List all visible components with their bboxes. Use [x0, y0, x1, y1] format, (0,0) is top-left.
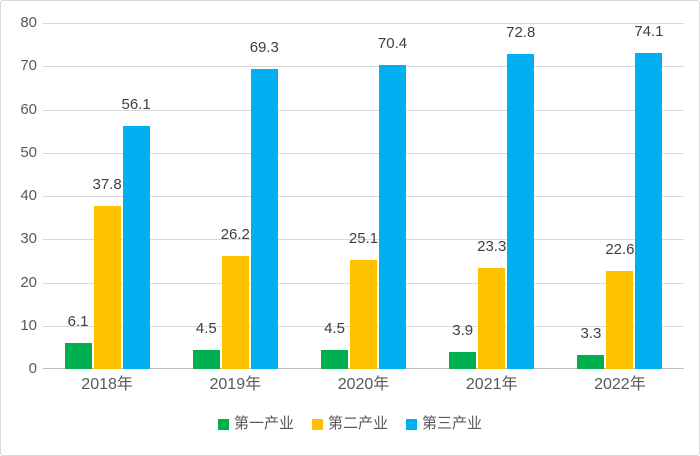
y-tick-label: 40 — [20, 187, 37, 204]
bar-第三产业-2018年 — [122, 126, 150, 369]
bar-第二产业-2020年 — [350, 260, 377, 369]
bar-column: 6.1 — [64, 23, 93, 369]
bar-column: 25.1 — [349, 23, 378, 369]
x-tick-label: 2021年 — [465, 376, 518, 393]
y-tick-label: 10 — [20, 316, 37, 334]
x-tick-label: 2018年 — [81, 376, 133, 393]
x-tick-label: 2019年 — [209, 376, 262, 393]
legend-label: 第三产业 — [422, 415, 483, 432]
bar-group-2018年: 6.1 37.8 56.1 — [43, 23, 171, 369]
bars-area: 6.1 37.8 56.1 4.5 26.2 69.3 4.5 25.1 70.4 3.9 23.3… — [43, 23, 684, 369]
data-label: 72.8 — [506, 24, 536, 42]
data-label: 56.1 — [121, 96, 151, 114]
data-label: 4.5 — [324, 319, 345, 337]
bar-第三产业-2020年 — [379, 64, 406, 369]
legend-swatch-icon — [311, 418, 323, 430]
legend-item-第一产业: 第一产业 — [217, 415, 294, 433]
gridline — [43, 152, 684, 154]
bar-column: 37.8 — [93, 23, 122, 369]
y-tick-label: 30 — [20, 230, 37, 248]
y-tick-label: 80 — [20, 14, 37, 31]
bar-column: 3.9 — [448, 23, 477, 369]
x-tick-label: 2020年 — [337, 376, 390, 393]
x-axis: 2018年 2019年 2020年 2021年 2022年 — [43, 375, 684, 394]
gridline — [43, 66, 684, 68]
bar-group-2021年: 3.9 23.3 72.8 — [428, 23, 556, 369]
bar-第二产业-2018年 — [93, 205, 121, 369]
bar-group-2020年: 4.5 25.1 70.4 — [299, 23, 427, 369]
bar-第一产业-2022年 — [577, 354, 605, 369]
bar-group-2022年: 3.3 22.6 74.1 — [556, 23, 684, 369]
data-label: 23.3 — [477, 238, 507, 256]
plot-area: 6.1 37.8 56.1 4.5 26.2 69.3 4.5 25.1 70.4 3.9 23.3… — [43, 23, 684, 369]
legend: 第一产业 第二产业 第三产业 — [1, 415, 699, 433]
bar-column: 74.1 — [634, 23, 664, 369]
y-tick-label: 60 — [20, 100, 37, 118]
y-tick-label: 0 — [28, 360, 37, 377]
bar-第一产业-2018年 — [64, 342, 92, 369]
y-axis: 0 10 20 30 40 50 60 70 80 — [1, 14, 37, 377]
bar-group-2019年: 4.5 26.2 69.3 — [171, 23, 299, 369]
bar-column: 23.3 — [477, 23, 506, 369]
legend-label: 第二产业 — [327, 415, 388, 432]
bar-第一产业-2021年 — [449, 352, 477, 369]
x-tick-label: 2022年 — [594, 376, 646, 393]
gridline — [43, 239, 684, 241]
y-tick-label: 20 — [20, 273, 37, 291]
bar-column: 22.6 — [605, 23, 635, 369]
bar-column: 70.4 — [378, 23, 407, 369]
data-label: 69.3 — [249, 39, 279, 57]
bar-第二产业-2022年 — [606, 271, 634, 369]
data-label: 25.1 — [348, 230, 379, 248]
bar-第二产业-2019年 — [221, 255, 249, 369]
legend-label: 第一产业 — [233, 415, 294, 432]
legend-swatch-icon — [406, 418, 417, 430]
bar-第一产业-2019年 — [192, 349, 220, 369]
bar-第三产业-2022年 — [635, 53, 663, 369]
data-label: 4.5 — [195, 319, 217, 337]
bar-第三产业-2021年 — [507, 54, 535, 369]
data-label: 3.9 — [452, 322, 474, 340]
data-label: 22.6 — [605, 241, 635, 259]
bar-第三产业-2019年 — [250, 69, 278, 369]
bar-第二产业-2021年 — [478, 268, 506, 369]
bar-column: 26.2 — [221, 23, 250, 369]
bar-column: 56.1 — [122, 23, 151, 369]
gridline — [43, 23, 684, 24]
bar-column: 3.3 — [576, 23, 605, 369]
data-label: 26.2 — [220, 225, 250, 243]
data-label: 70.4 — [377, 34, 408, 52]
data-label: 74.1 — [634, 23, 664, 40]
gridline — [43, 196, 684, 197]
bar-第一产业-2020年 — [321, 349, 348, 369]
legend-item-第三产业: 第三产业 — [406, 415, 482, 433]
data-label: 6.1 — [67, 312, 89, 330]
data-label: 3.3 — [580, 324, 602, 342]
y-tick-label: 70 — [20, 57, 37, 75]
bar-column: 4.5 — [320, 23, 349, 369]
bar-column: 4.5 — [192, 23, 221, 369]
bar-column: 69.3 — [250, 23, 279, 369]
bar-column: 72.8 — [506, 23, 535, 369]
legend-swatch-icon — [217, 418, 229, 430]
gridline — [43, 109, 684, 111]
legend-item-第二产业: 第二产业 — [311, 415, 388, 433]
data-label: 37.8 — [92, 175, 122, 193]
y-tick-label: 50 — [20, 143, 37, 161]
